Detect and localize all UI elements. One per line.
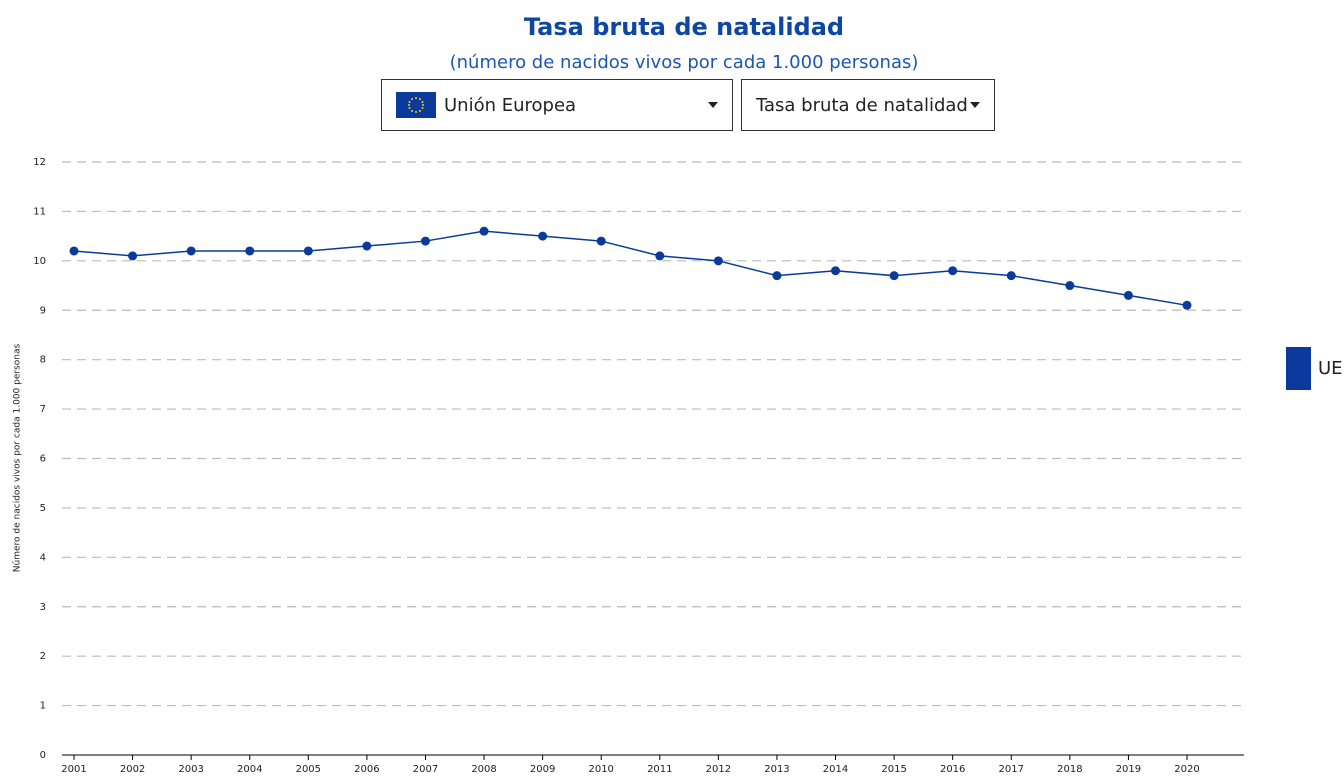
y-tick-label: 2 xyxy=(40,651,46,662)
indicator-value: Tasa bruta de natalidad xyxy=(756,94,968,116)
y-tick-label: 1 xyxy=(40,701,46,712)
x-tick-label: 2009 xyxy=(530,764,555,775)
point xyxy=(889,271,899,281)
x-tick-label: 2004 xyxy=(237,764,262,775)
point xyxy=(1123,290,1133,300)
y-tick-label: 10 xyxy=(33,256,46,267)
x-tick-label: 2008 xyxy=(471,764,496,775)
x-tick-label: 2012 xyxy=(706,764,731,775)
line xyxy=(73,230,1188,307)
country-value: Unión Europea xyxy=(444,94,577,116)
point xyxy=(772,271,782,281)
x-tick-label: 2011 xyxy=(647,764,672,775)
point xyxy=(245,246,255,256)
country-dropdown[interactable]: Unión Europea xyxy=(381,79,733,131)
x-tick-label: 2018 xyxy=(1057,764,1082,775)
point xyxy=(831,266,841,276)
point xyxy=(479,226,489,236)
x-tick-label: 2005 xyxy=(296,764,321,775)
y-tick-label: 5 xyxy=(40,503,46,514)
point xyxy=(713,256,723,266)
point xyxy=(362,241,372,251)
y-tick-label: 6 xyxy=(40,454,46,465)
y-tick-label: 4 xyxy=(40,552,46,563)
y-tick-label: 8 xyxy=(40,355,46,366)
x-tick-label: 2014 xyxy=(823,764,848,775)
x-tick-label: 2017 xyxy=(999,764,1024,775)
point xyxy=(420,236,430,246)
point xyxy=(186,246,196,256)
y-tick-label: 11 xyxy=(33,206,46,217)
x-tick-label: 2007 xyxy=(413,764,438,775)
x-tick-label: 2002 xyxy=(120,764,145,775)
legend-swatch xyxy=(1286,347,1311,390)
point xyxy=(948,266,958,276)
x-tick-label: 2010 xyxy=(588,764,613,775)
chart-subtitle: (número de nacidos vivos por cada 1.000 … xyxy=(450,52,919,73)
point xyxy=(1182,300,1192,310)
point xyxy=(1006,271,1016,281)
y-tick-label: 0 xyxy=(40,750,46,761)
x-tick-label: 2020 xyxy=(1174,764,1199,775)
x-tick-label: 2019 xyxy=(1116,764,1141,775)
legend-label: UE xyxy=(1318,358,1343,379)
point xyxy=(538,231,548,241)
point xyxy=(303,246,313,256)
point xyxy=(655,251,665,261)
x-tick-label: 2001 xyxy=(61,764,86,775)
y-tick-label: 12 xyxy=(33,157,46,168)
y-tick-label: 7 xyxy=(40,404,46,415)
caret xyxy=(708,102,718,108)
point xyxy=(69,246,79,256)
point xyxy=(596,236,606,246)
point xyxy=(128,251,138,261)
chart-title: Tasa bruta de natalidad xyxy=(524,13,844,41)
caret xyxy=(970,102,980,108)
x-tick-label: 2015 xyxy=(881,764,906,775)
x-tick-label: 2003 xyxy=(178,764,203,775)
x-tick-label: 2016 xyxy=(940,764,965,775)
indicator-dropdown[interactable]: Tasa bruta de natalidad xyxy=(741,79,995,131)
y-tick-label: 9 xyxy=(40,305,46,316)
x-tick-label: 2006 xyxy=(354,764,379,775)
y-axis-label: Número de nacidos vivos por cada 1.000 p… xyxy=(13,344,23,573)
x-tick-label: 2013 xyxy=(764,764,789,775)
point xyxy=(1065,281,1075,291)
eu-flag xyxy=(396,92,436,118)
y-tick-label: 3 xyxy=(40,602,46,613)
